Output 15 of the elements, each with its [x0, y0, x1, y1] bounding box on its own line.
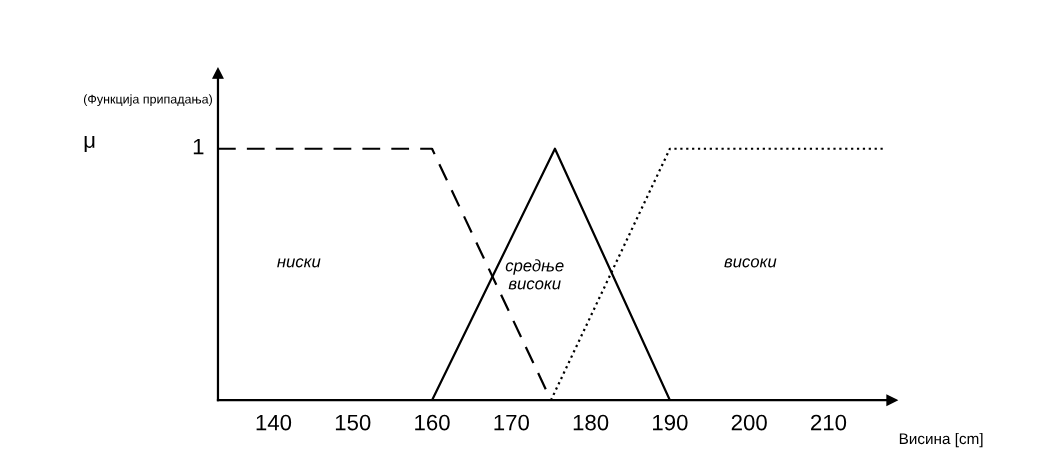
- x-tick-label: 170: [494, 414, 529, 431]
- annotation: високи: [724, 258, 777, 268]
- text: μ: [84, 135, 95, 152]
- annotation: средње високи: [505, 259, 564, 290]
- x-tick-label: 160: [415, 414, 450, 431]
- x-tick-label: 190: [653, 414, 688, 431]
- text: 1: [193, 138, 204, 155]
- x-tick-label: 150: [335, 414, 371, 431]
- x-tick-label: 180: [573, 414, 609, 431]
- y-axis-title: (Функција припадања): [83, 94, 212, 107]
- x-tick-label: 200: [731, 414, 767, 431]
- annotation: ниски: [277, 258, 321, 268]
- x-tick-label: 210: [811, 414, 847, 431]
- x-tick-label: 140: [256, 414, 292, 431]
- x-axis-title: Висина [cm]: [899, 432, 983, 448]
